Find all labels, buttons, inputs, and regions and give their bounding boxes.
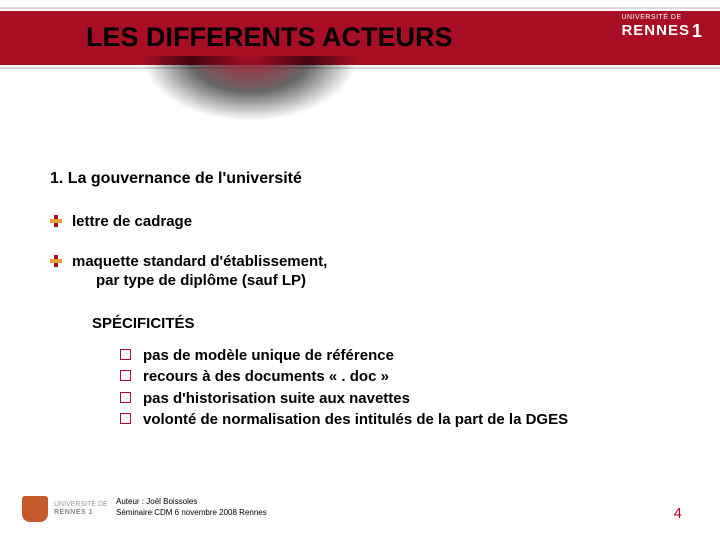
page-title: LES DIFFERENTS ACTEURS xyxy=(86,22,453,53)
footer-logo-big: RENNES 1 xyxy=(54,509,108,517)
bullet-text-line2: par type de diplôme (sauf LP) xyxy=(96,271,327,291)
checkbox-icon xyxy=(120,349,131,360)
logo-small-text: UNIVERSITÉ DE xyxy=(621,14,702,22)
plus-icon xyxy=(50,215,62,227)
checkbox-icon xyxy=(120,413,131,424)
content-area: 1. La gouvernance de l'université lettre… xyxy=(50,170,680,432)
checkbox-icon xyxy=(120,392,131,403)
header-arc-gradient xyxy=(130,56,370,146)
logo-big-text: RENNES xyxy=(621,22,690,39)
spec-text: pas de modèle unique de référence xyxy=(143,346,394,366)
bullet-text-wrap: maquette standard d'établissement, par t… xyxy=(72,252,327,291)
spec-title: SPÉCIFICITÉS xyxy=(92,315,680,332)
author-line: Auteur : Joël Boissoles xyxy=(116,497,267,507)
bullet-item: maquette standard d'établissement, par t… xyxy=(50,252,680,291)
spec-item: volonté de normalisation des intitulés d… xyxy=(120,410,680,430)
crest-icon xyxy=(22,496,48,522)
spec-list: pas de modèle unique de référence recour… xyxy=(120,346,680,430)
divider-bottom xyxy=(0,67,720,69)
logo-number: 1 xyxy=(692,22,702,42)
spec-item: pas d'historisation suite aux navettes xyxy=(120,389,680,409)
plus-icon xyxy=(50,255,62,267)
spec-text: pas d'historisation suite aux navettes xyxy=(143,389,410,409)
footer-credit: Auteur : Joël Boissoles Séminaire CDM 6 … xyxy=(116,497,267,518)
footer-logo-small: UNIVERSITÉ DE xyxy=(54,501,108,509)
university-logo-header: UNIVERSITÉ DE RENNES1 xyxy=(621,14,702,41)
section-heading: 1. La gouvernance de l'université xyxy=(50,170,680,188)
page-number: 4 xyxy=(674,505,682,522)
spec-text: recours à des documents « . doc » xyxy=(143,367,389,387)
divider-top xyxy=(0,7,720,9)
event-line: Séminaire CDM 6 novembre 2008 Rennes xyxy=(116,508,267,518)
spec-item: pas de modèle unique de référence xyxy=(120,346,680,366)
university-logo-footer: UNIVERSITÉ DE RENNES 1 xyxy=(22,496,108,522)
slide: LES DIFFERENTS ACTEURS UNIVERSITÉ DE REN… xyxy=(0,0,720,540)
spec-text: volonté de normalisation des intitulés d… xyxy=(143,410,568,430)
bullet-item: lettre de cadrage xyxy=(50,212,680,232)
checkbox-icon xyxy=(120,370,131,381)
bullet-text: maquette standard d'établissement, xyxy=(72,252,327,272)
bullet-text: lettre de cadrage xyxy=(72,212,192,232)
footer-logo-text: UNIVERSITÉ DE RENNES 1 xyxy=(54,501,108,516)
spec-item: recours à des documents « . doc » xyxy=(120,367,680,387)
